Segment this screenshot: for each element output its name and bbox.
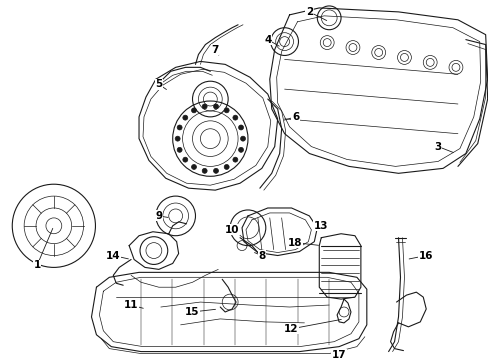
- Text: 7: 7: [212, 45, 219, 54]
- Text: 14: 14: [106, 251, 121, 261]
- Text: 9: 9: [155, 211, 162, 221]
- Circle shape: [214, 168, 219, 173]
- Text: 5: 5: [155, 79, 163, 89]
- Circle shape: [202, 168, 207, 173]
- Text: 13: 13: [314, 221, 328, 231]
- Circle shape: [241, 136, 245, 141]
- Text: 1: 1: [33, 260, 41, 270]
- Text: 11: 11: [124, 300, 138, 310]
- Text: 6: 6: [292, 112, 299, 122]
- Text: 12: 12: [284, 324, 299, 334]
- Circle shape: [233, 157, 238, 162]
- Circle shape: [183, 157, 188, 162]
- Text: 8: 8: [258, 251, 266, 261]
- Circle shape: [239, 125, 244, 130]
- Circle shape: [239, 147, 244, 152]
- Text: 4: 4: [264, 35, 271, 45]
- Circle shape: [224, 165, 229, 170]
- Circle shape: [175, 136, 180, 141]
- Text: 10: 10: [225, 225, 240, 235]
- Circle shape: [214, 104, 219, 109]
- Text: 17: 17: [332, 350, 346, 360]
- Circle shape: [177, 125, 182, 130]
- Circle shape: [183, 115, 188, 120]
- Text: 16: 16: [419, 251, 434, 261]
- Circle shape: [177, 147, 182, 152]
- Circle shape: [192, 165, 196, 170]
- Circle shape: [224, 108, 229, 113]
- Text: 15: 15: [185, 307, 200, 317]
- Text: 2: 2: [306, 7, 313, 17]
- Circle shape: [233, 115, 238, 120]
- Circle shape: [202, 104, 207, 109]
- Text: 18: 18: [288, 238, 303, 248]
- Text: 3: 3: [435, 141, 442, 152]
- Circle shape: [192, 108, 196, 113]
